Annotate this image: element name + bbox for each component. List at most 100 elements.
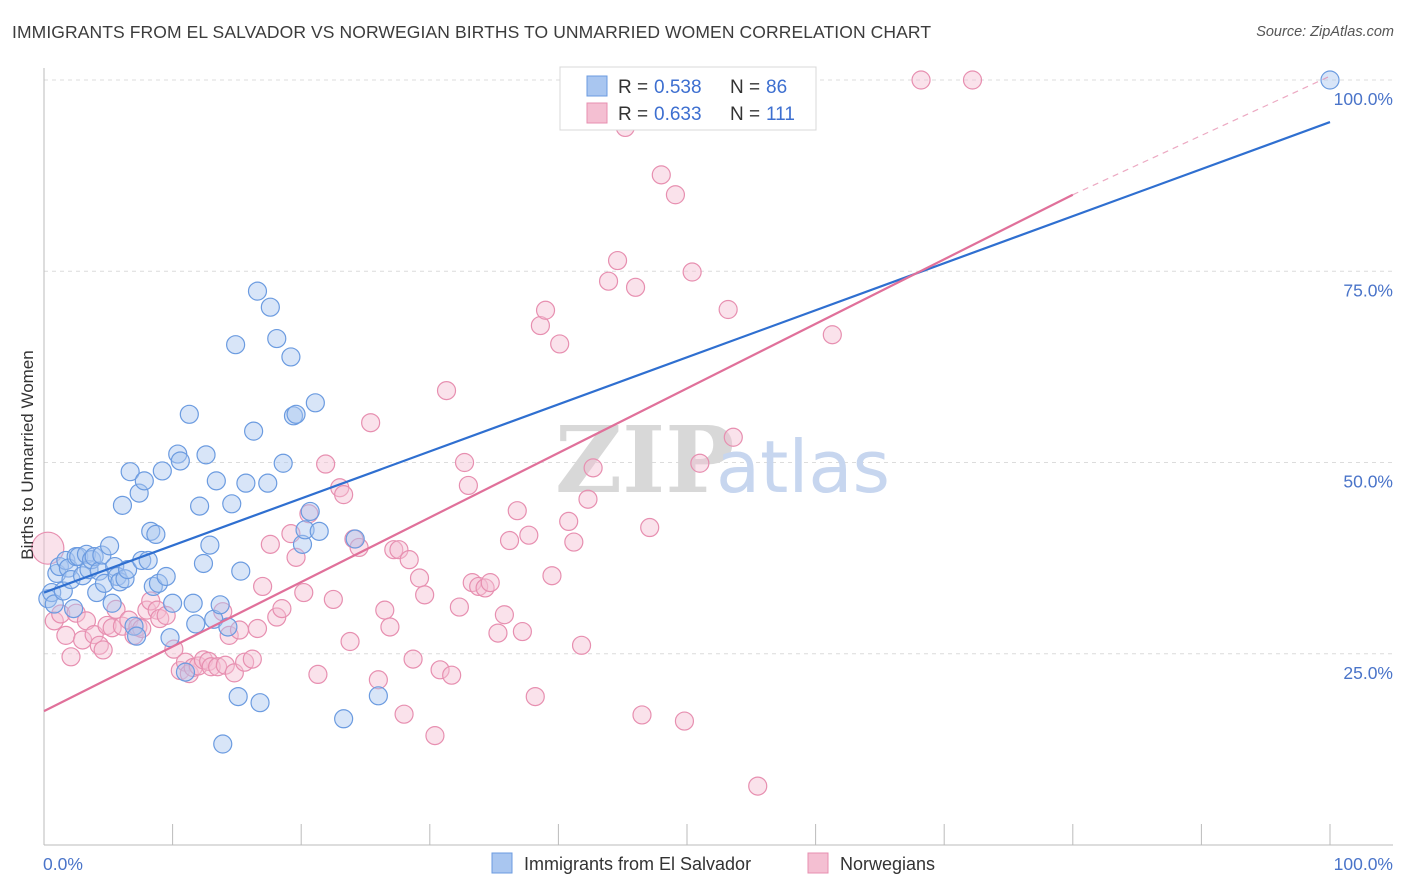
norwegians-point (718, 299, 738, 320)
el-salvador-point (226, 335, 246, 355)
el-salvador-point (56, 550, 76, 571)
norwegians-trend-line (43, 193, 1074, 713)
el-salvador-point (236, 473, 256, 493)
legend-r-value-2: 0.633 (654, 104, 702, 125)
watermark-atlas: atlas (716, 425, 890, 509)
el-salvador-point (250, 693, 270, 713)
norwegians-point (425, 726, 445, 746)
el-salvador-point (102, 593, 122, 613)
el-salvador-point (110, 572, 130, 592)
x-tick-label-min: 0.0% (43, 854, 83, 874)
norwegians-point (559, 511, 579, 532)
norwegians-point (458, 475, 478, 496)
el-salvador-point (186, 614, 206, 634)
el-salvador-point (218, 617, 238, 637)
el-salvador-point (334, 709, 354, 729)
norwegians-trend-extension (1072, 75, 1331, 196)
correlation-legend: R = 0.538 N = 86 R = 0.633 N = 111 (559, 66, 817, 131)
el-salvador-point (175, 662, 196, 682)
el-salvador-point (281, 347, 301, 367)
norwegians-point (475, 578, 495, 598)
el-salvador-point (305, 393, 325, 413)
el-salvador-point (179, 404, 199, 424)
legend-n-label-1: N = (730, 77, 760, 98)
y-tick-label: 75.0% (1343, 280, 1393, 300)
norwegians-point (564, 532, 584, 552)
el-salvador-point (148, 573, 169, 593)
norwegians-point (316, 454, 336, 474)
el-salvador-point (247, 281, 268, 301)
el-salvador-point (107, 566, 127, 587)
norwegians-point (375, 600, 395, 620)
legend-r-label-1: R = (618, 77, 648, 98)
el-salvador-point (156, 566, 176, 587)
norwegians-point (632, 705, 652, 725)
norwegians-point (294, 582, 314, 603)
el-salvador-point (193, 553, 214, 574)
norwegians-point (156, 605, 176, 626)
el-salvador-point (141, 521, 161, 541)
series-label-norwegians: Norwegians (840, 854, 935, 874)
legend-r-value-1: 0.538 (654, 77, 702, 98)
el-salvador-point (206, 471, 226, 491)
norwegians-point (340, 631, 360, 652)
watermark-zip: ZIP (555, 406, 734, 514)
series-swatch-norwegians (807, 852, 829, 874)
watermark: ZIP atlas (555, 406, 890, 514)
el-salvador-point (63, 599, 84, 619)
norwegians-point (389, 540, 409, 560)
norwegians-point (583, 458, 603, 478)
norwegians-point (242, 649, 262, 669)
el-salvador-point (117, 559, 138, 580)
norwegians-point (651, 165, 671, 185)
y-axis-label: Births to Unmarried Women (18, 350, 37, 559)
norwegians-point (962, 70, 983, 90)
el-salvador-point (267, 328, 287, 349)
el-salvador-point (44, 594, 64, 614)
norwegians-point (454, 452, 475, 473)
norwegians-point (625, 277, 646, 297)
norwegians-point (480, 573, 500, 593)
norwegians-point (430, 660, 450, 680)
x-tick-label-max: 100.0% (1334, 854, 1393, 874)
norwegians-point (507, 501, 527, 521)
el-salvador-point (89, 561, 109, 581)
el-salvador-point (213, 734, 233, 754)
norwegians-point (334, 485, 354, 505)
norwegians-point (598, 271, 619, 291)
y-tick-label: 25.0% (1343, 663, 1393, 683)
norwegians-point (449, 597, 469, 617)
el-salvador-point (228, 686, 248, 707)
legend-swatch-pink (586, 102, 608, 124)
el-salvador-point (300, 501, 320, 522)
norwegians-point (519, 525, 539, 545)
el-salvador-point (99, 536, 120, 556)
norwegians-point (235, 652, 255, 672)
axes (43, 68, 1393, 846)
norwegians-point (723, 427, 743, 447)
el-salvador-point (84, 546, 104, 567)
norwegians-point (247, 618, 268, 639)
legend-n-label-2: N = (730, 104, 760, 125)
legend-n-value-1: 86 (766, 77, 787, 98)
norwegians-point (607, 250, 628, 271)
norwegians-point (399, 550, 419, 570)
norwegians-point (403, 649, 423, 669)
norwegians-point (361, 413, 381, 433)
el-salvador-point (200, 535, 220, 555)
norwegians-point (674, 711, 695, 731)
norwegians-point (550, 334, 570, 354)
el-salvador-point (210, 595, 230, 615)
el-salvador-point (273, 453, 293, 473)
grid-lines: 25.0% 50.0% 75.0% 100.0% (44, 79, 1393, 683)
norwegians-point (469, 576, 489, 597)
norwegians-point (525, 686, 545, 707)
norwegians-point (93, 640, 113, 660)
norwegians-point (394, 704, 414, 724)
norwegians-point (415, 585, 435, 605)
el-salvador-point (76, 544, 97, 564)
el-salvador-point (1320, 70, 1340, 90)
norwegians-point (571, 635, 592, 655)
norwegians-point (323, 589, 343, 610)
chart-title: IMMIGRANTS FROM EL SALVADOR VS NORWEGIAN… (12, 22, 932, 42)
